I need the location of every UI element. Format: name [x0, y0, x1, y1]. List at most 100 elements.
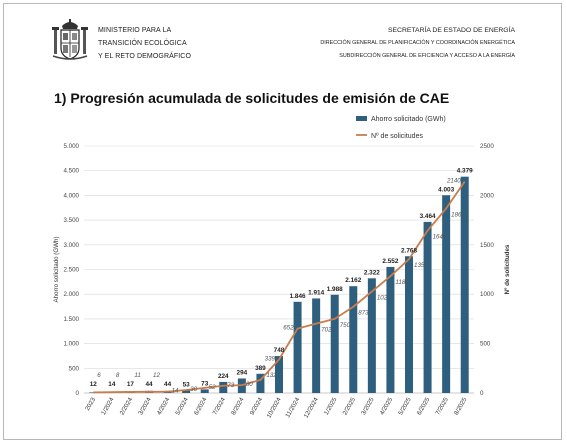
bar [182, 390, 191, 393]
line-value-label: 339 [265, 356, 276, 363]
bar-value-label: 294 [237, 369, 248, 376]
line-value-label: 11 [134, 372, 140, 379]
bar [200, 389, 209, 393]
bar-value-label: 389 [255, 365, 266, 372]
y-tick-label: 2.000 [64, 291, 80, 298]
y-tick-label: 3.000 [64, 242, 80, 249]
line-value-label: 8 [116, 372, 120, 379]
bar [460, 176, 469, 393]
bar-value-label: 53 [183, 381, 191, 388]
bar-value-label: 73 [201, 380, 209, 387]
line-value-label: 750 [340, 322, 351, 329]
x-tick-label: 12/2024 [303, 396, 321, 419]
x-tick-label: 1/2024 [100, 396, 116, 416]
y2-axis-label: Nº de solicitudes [504, 244, 511, 294]
bar [386, 266, 395, 393]
legend-label-line: Nº de solicitudes [371, 133, 423, 140]
x-tick-label: 8/2024 [230, 396, 246, 416]
x-tick-label: 5/2025 [397, 396, 413, 416]
ministry-line-2: TRANSICIÓN ECOLÓGICA [98, 40, 187, 47]
bar [256, 373, 265, 393]
bar-value-label: 2.162 [345, 277, 361, 284]
x-tick-label: 4/2025 [379, 396, 395, 416]
bar-value-label: 1.846 [290, 293, 306, 300]
y2-tick-label: 500 [480, 341, 491, 348]
y-tick-label: 2.500 [64, 267, 80, 274]
x-tick-label: 10/2024 [265, 396, 283, 419]
bar-value-label: 2.322 [364, 269, 380, 276]
x-tick-label: 7/2025 [434, 396, 450, 416]
ministry-line-1: MINISTERIO PARA LA [98, 27, 172, 34]
y-tick-label: 4.000 [64, 192, 80, 199]
x-tick-label: 8/2025 [453, 396, 469, 416]
bar [89, 392, 98, 393]
y2-tick-label: 2500 [480, 143, 494, 150]
direccion-label: DIRECCIÓN GENERAL DE PLANIFICACIÓN Y COO… [320, 40, 515, 46]
bar-value-label: 224 [218, 373, 229, 380]
bar-value-label: 14 [108, 381, 116, 388]
y-tick-label: 1.500 [64, 316, 80, 323]
x-tick-label: 2/2025 [341, 396, 357, 416]
line-value-label: 1867 [451, 212, 465, 219]
bar [275, 356, 283, 393]
bar [293, 301, 302, 393]
bar-value-label: 4.379 [457, 168, 473, 175]
x-tick-label: 11/2024 [284, 396, 301, 419]
line-value-label: 1182 [395, 279, 409, 286]
line-value-label: 52 [209, 384, 216, 391]
line-value-label: 6 [97, 372, 101, 379]
secretaria-label: SECRETARÍA DE ESTADO DE ENERGÍA [387, 27, 515, 34]
x-tick-label: 6/2025 [416, 396, 432, 416]
subdireccion-label: SUBDIRECCIÓN GENERAL DE EFICIENCIA Y ACC… [339, 53, 515, 59]
line-value-label: 132 [266, 372, 277, 379]
legend-label-bar: Ahorro solicitado (GWh) [371, 116, 446, 123]
y2-tick-label: 1000 [480, 291, 494, 298]
bar-value-label: 44 [145, 381, 153, 388]
ministry-line-3: Y EL RETO DEMOGRÁFICO [98, 53, 191, 60]
department-block: SECRETARÍA DE ESTADO DE ENERGÍA DIRECCIÓ… [320, 24, 515, 63]
y2-tick-label: 2000 [480, 192, 494, 199]
bar [405, 256, 413, 393]
bar [423, 221, 432, 393]
y-tick-label: 1.000 [64, 341, 80, 348]
x-tick-label: 6/2024 [193, 396, 209, 416]
x-tick-label: 3/2025 [360, 396, 376, 416]
coat-of-arms-icon [52, 19, 88, 60]
ministry-name: MINISTERIO PARA LA TRANSICIÓN ECOLÓGICA … [98, 24, 191, 63]
x-tick-label: 2023 [84, 396, 97, 412]
line-value-label: 2140 [446, 178, 461, 185]
x-tick-label: 3/2024 [137, 396, 153, 416]
series-line [93, 181, 466, 394]
line-value-label: 12 [153, 372, 160, 379]
bar-value-label: 44 [164, 381, 172, 388]
document-header: MINISTERIO PARA LA TRANSICIÓN ECOLÓGICA … [0, 0, 567, 80]
bar-value-label: 1.988 [327, 286, 343, 293]
legend-swatch-bar [356, 116, 367, 121]
y-tick-label: 4.500 [64, 168, 80, 175]
line-value-label: 873 [358, 310, 369, 317]
bar-value-label: 4.003 [438, 186, 454, 193]
chart-title: 1) Progresión acumulada de solicitudes d… [54, 90, 450, 106]
line-value-label: 73 [227, 382, 234, 389]
y-tick-label: 0 [76, 390, 80, 397]
y-tick-label: 5.000 [64, 143, 80, 150]
y-tick-label: 3.500 [64, 217, 80, 224]
x-tick-label: 1/2025 [323, 396, 339, 416]
line-value-label: 1027 [377, 295, 391, 302]
bar-value-label: 2.768 [401, 247, 417, 254]
line-value-label: 1644 [433, 234, 447, 241]
line-value-label: 1355 [414, 262, 428, 269]
y2-tick-label: 0 [480, 390, 484, 397]
bar [442, 195, 451, 393]
bar-value-label: 3.464 [420, 213, 436, 220]
line-value-label: 14 [172, 388, 179, 395]
bar-value-label: 1.914 [308, 289, 324, 296]
bar-value-label: 2.552 [382, 258, 398, 265]
page-frame [3, 3, 562, 440]
line-value-label: 702 [321, 327, 332, 334]
bar [349, 286, 358, 393]
x-tick-label: 5/2024 [174, 396, 190, 416]
line-value-label: 652 [283, 325, 294, 332]
bar [219, 381, 228, 393]
